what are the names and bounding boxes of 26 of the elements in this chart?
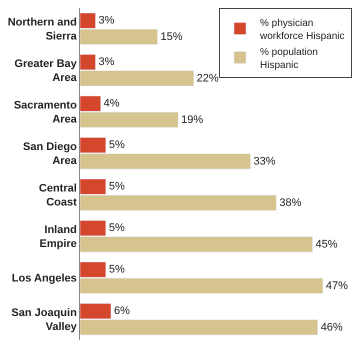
y-tick-label: San Diego Area — [23, 140, 78, 168]
legend-label: % population Hispanic — [260, 46, 318, 71]
legend-label: % physician workforce Hispanic — [259, 18, 344, 42]
data-label: 38% — [279, 196, 302, 209]
data-label: 22% — [196, 72, 219, 84]
data-label: 33% — [254, 155, 276, 168]
data-label: 5% — [108, 139, 125, 152]
y-tick-label: Los Angeles — [12, 272, 77, 285]
y-tick-label: San Joaquin Valley — [11, 306, 78, 334]
data-label: 3% — [98, 14, 115, 27]
data-label: 5% — [108, 264, 125, 276]
data-label: 4% — [104, 98, 120, 110]
data-label: 46% — [320, 321, 343, 334]
data-label: 47% — [326, 280, 348, 292]
data-label: 3% — [98, 56, 115, 68]
data-label: 5% — [108, 180, 125, 193]
data-label: 6% — [114, 305, 130, 318]
data-label: 19% — [181, 114, 204, 126]
y-tick-label: Central Coast — [38, 182, 78, 209]
data-label: 5% — [108, 222, 125, 234]
y-tick-label: Sacramento Area — [14, 99, 78, 126]
data-label: 45% — [316, 238, 338, 250]
y-tick-label: Northern and Sierra — [8, 16, 78, 43]
data-label: 15% — [160, 30, 183, 43]
y-tick-label: Greater Bay Area — [14, 58, 78, 84]
y-tick-label: Inland Empire — [40, 224, 77, 250]
